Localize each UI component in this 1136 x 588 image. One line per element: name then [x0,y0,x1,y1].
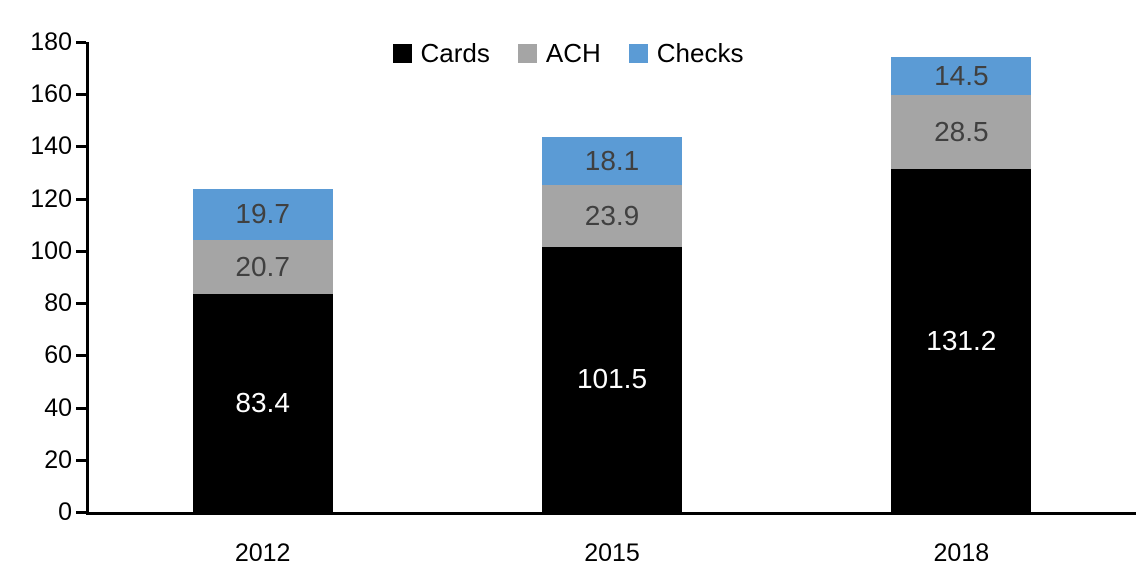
x-axis-line [86,512,1136,515]
y-axis-line [86,42,89,515]
y-axis-tick [76,406,86,410]
bar-segment-label: 14.5 [934,60,989,92]
y-axis-tick-label: 180 [30,28,72,56]
y-axis-tick-label: 60 [44,341,72,370]
y-axis-tick-label: 160 [30,80,72,109]
x-axis-category-label: 2012 [234,539,291,567]
bar-segment-label: 18.1 [584,144,640,176]
y-axis-tick [76,41,86,44]
x-axis-category-label: 2015 [584,539,640,567]
legend-label: Checks [656,38,744,68]
y-axis-tick-label: 120 [30,184,72,213]
legend-item: Cards [392,38,490,68]
y-axis-tick-label: 20 [44,445,72,474]
bar-segment-label: 20.7 [235,251,290,283]
y-axis-tick-label: 0 [58,498,72,526]
bar-segment-checks: 14.5 [891,57,1032,95]
bar-segment-ach: 23.9 [542,184,682,247]
bar-segment-checks: 19.7 [192,188,333,241]
y-axis-tick-label: 80 [44,289,72,318]
bar-segment-label: 101.5 [576,363,648,395]
bar-segment-cards: 131.2 [891,169,1032,512]
bar-segment-ach: 28.5 [891,95,1032,170]
x-axis-category-label: 2018 [933,539,990,567]
y-axis-tick [76,145,86,149]
bar-segment-label: 19.7 [235,198,290,230]
bar-segment-checks: 18.1 [542,137,682,185]
bar-segment-label: 28.5 [934,116,989,148]
bar-segment-label: 23.9 [584,199,640,231]
y-axis-tick [76,511,86,514]
y-axis-tick-label: 40 [44,393,72,422]
y-axis-tick [76,302,86,306]
bar-segment-label: 131.2 [926,324,997,356]
legend-label: Cards [420,38,490,68]
legend-swatch [628,43,648,63]
chart-legend: Cards ACH Checks [0,39,1136,67]
y-axis-tick-label: 140 [30,132,72,161]
legend-swatch [392,43,412,63]
legend-label: ACH [545,38,601,68]
bar-segment-cards: 101.5 [542,246,682,512]
legend-item: Checks [628,38,744,68]
bar-segment-ach: 20.7 [192,240,333,295]
y-axis-tick [76,197,86,201]
y-axis-tick [76,354,86,358]
legend-item: ACH [517,38,601,68]
y-axis-tick [76,458,86,462]
legend-swatch [517,43,537,63]
bar-segment-label: 83.4 [235,387,290,419]
y-axis-tick [76,249,86,253]
bar-segment-cards: 83.4 [192,294,333,512]
y-axis-tick-label: 100 [30,236,72,265]
y-axis-tick [76,93,86,97]
